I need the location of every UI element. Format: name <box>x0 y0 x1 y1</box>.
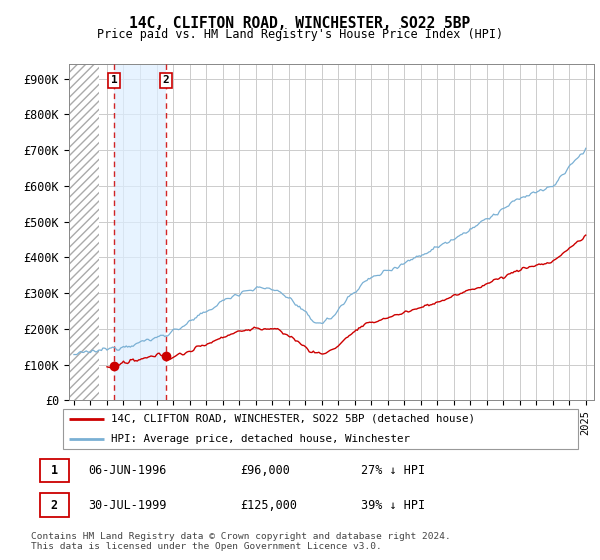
Text: 14C, CLIFTON ROAD, WINCHESTER, SO22 5BP (detached house): 14C, CLIFTON ROAD, WINCHESTER, SO22 5BP … <box>110 414 475 424</box>
Bar <box>40 459 68 482</box>
Text: HPI: Average price, detached house, Winchester: HPI: Average price, detached house, Winc… <box>110 434 410 444</box>
Bar <box>40 493 68 517</box>
Text: 2: 2 <box>51 499 58 512</box>
Text: 14C, CLIFTON ROAD, WINCHESTER, SO22 5BP: 14C, CLIFTON ROAD, WINCHESTER, SO22 5BP <box>130 16 470 31</box>
Text: £96,000: £96,000 <box>240 464 290 477</box>
Text: 30-JUL-1999: 30-JUL-1999 <box>88 499 166 512</box>
Text: 1: 1 <box>51 464 58 477</box>
Text: 27% ↓ HPI: 27% ↓ HPI <box>361 464 425 477</box>
Text: 2: 2 <box>163 76 169 86</box>
Bar <box>69 64 99 400</box>
Bar <box>114 64 166 400</box>
Text: Price paid vs. HM Land Registry's House Price Index (HPI): Price paid vs. HM Land Registry's House … <box>97 28 503 41</box>
Text: Contains HM Land Registry data © Crown copyright and database right 2024.
This d: Contains HM Land Registry data © Crown c… <box>31 532 451 552</box>
Text: 39% ↓ HPI: 39% ↓ HPI <box>361 499 425 512</box>
Text: 1: 1 <box>110 76 118 86</box>
Text: £125,000: £125,000 <box>240 499 297 512</box>
Text: 06-JUN-1996: 06-JUN-1996 <box>88 464 166 477</box>
